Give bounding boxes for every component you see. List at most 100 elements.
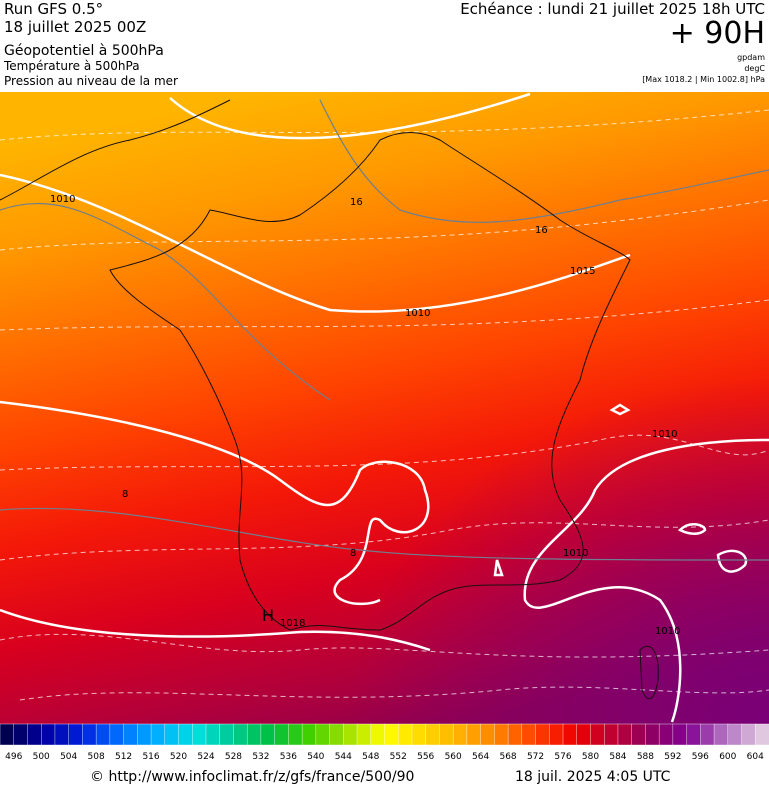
colorbar-label: 524 — [197, 752, 214, 762]
color-swatch — [192, 723, 207, 746]
color-swatch — [301, 723, 317, 746]
color-swatch — [425, 723, 441, 746]
colorbar-label: 496 — [5, 752, 22, 762]
color-swatch — [604, 723, 619, 746]
colorbar-label: 560 — [445, 752, 462, 762]
colorbar-label: 580 — [582, 752, 599, 762]
colorbar-label: 588 — [637, 752, 654, 762]
coastlines — [0, 99, 659, 700]
color-swatch — [549, 723, 564, 746]
valid-time: Echéance : lundi 21 juillet 2025 18h UTC — [460, 0, 765, 18]
color-swatch — [246, 723, 262, 746]
color-swatch — [260, 723, 276, 746]
color-swatch — [700, 723, 715, 746]
color-swatch — [288, 723, 303, 746]
colorbar-label: 592 — [664, 752, 681, 762]
colorbar-label: 568 — [499, 752, 516, 762]
geopotential-lines — [0, 99, 769, 561]
color-swatch — [713, 723, 729, 746]
field: Pression au niveau de la mer — [4, 74, 178, 88]
contour-label: 1010 — [563, 548, 588, 559]
map-shade — [0, 92, 769, 724]
color-swatch — [480, 723, 496, 746]
color-swatch — [82, 723, 97, 746]
isotherms — [0, 109, 769, 701]
color-swatch — [535, 723, 550, 746]
contour-label: 1010 — [405, 308, 430, 319]
contour-label: 16 — [350, 197, 363, 208]
colorbar-label: 584 — [609, 752, 626, 762]
colorbar-label: 576 — [554, 752, 571, 762]
color-swatch — [0, 723, 15, 746]
contour-label: 1015 — [570, 266, 595, 277]
color-swatch — [741, 723, 756, 746]
colorbar-label: 604 — [747, 752, 764, 762]
colorbar-label: 552 — [390, 752, 407, 762]
source: © http://www.infoclimat.fr/z/gfs/france/… — [90, 769, 414, 785]
color-swatch — [411, 723, 427, 746]
field: Température à 500hPa — [3, 59, 140, 73]
color-swatch — [109, 723, 125, 746]
color-swatch — [439, 723, 454, 746]
color-swatch — [40, 723, 56, 746]
color-swatch — [68, 723, 84, 746]
run: Run GFS 0.5° — [4, 0, 103, 18]
colorbar-label: 504 — [60, 752, 77, 762]
colorbar-label: 544 — [335, 752, 352, 762]
isobars — [0, 92, 769, 723]
colorbar-label: 528 — [225, 752, 242, 762]
color-swatch — [452, 723, 468, 746]
color-swatch — [686, 723, 702, 746]
color-swatch — [137, 723, 152, 746]
field: Géopotentiel à 500hPa — [4, 43, 164, 59]
color-swatch — [645, 723, 660, 746]
color-swatch — [150, 723, 166, 746]
color-swatch — [370, 723, 386, 746]
timestamp: 18 juil. 2025 4:05 UTC — [515, 769, 671, 785]
color-swatch — [315, 723, 331, 746]
color-swatch — [123, 723, 139, 746]
map-labels: 1010 16 16 1015 1010 1010 1010 1010 H 1018 8 8 — [50, 194, 680, 637]
unit: gpdam — [737, 53, 765, 62]
color-swatch — [398, 723, 413, 746]
color-swatch — [384, 723, 399, 746]
color-swatch — [755, 723, 769, 746]
color-swatch — [27, 723, 42, 746]
color-swatch — [164, 723, 180, 746]
colorbar-label: 572 — [527, 752, 544, 762]
colorbar-label: 540 — [307, 752, 324, 762]
contour-label: 1010 — [50, 194, 75, 205]
lead-time: + 90H — [670, 16, 765, 51]
colorbar-label: 556 — [417, 752, 434, 762]
color-swatch — [178, 723, 193, 746]
colorbar-label: 508 — [88, 752, 105, 762]
map: 1010 16 16 1015 1010 1010 1010 1010 H 1018 8 8 — [0, 92, 769, 724]
unit: degC — [744, 64, 765, 73]
high-marker: H — [262, 606, 274, 625]
run-date: 18 juillet 2025 00Z — [4, 18, 146, 36]
colorbar-label: 520 — [170, 752, 187, 762]
color-swatch — [329, 723, 345, 746]
pressure-range: [Max 1018.2 | Min 1002.8] hPa — [642, 75, 765, 84]
color-swatch — [494, 723, 509, 746]
color-swatch — [576, 723, 592, 746]
color-swatch — [617, 723, 633, 746]
colorbar-label: 532 — [252, 752, 269, 762]
contour-label: 16 — [535, 225, 548, 236]
color-swatch — [521, 723, 537, 746]
contour-label: 1018 — [280, 618, 305, 629]
contour-label: 1010 — [652, 429, 677, 440]
colorbar-label: 600 — [719, 752, 736, 762]
color-swatch — [274, 723, 290, 746]
footer: © http://www.infoclimat.fr/z/gfs/france/… — [90, 769, 671, 785]
color-swatch — [54, 723, 70, 746]
contour-label: 1010 — [655, 626, 680, 637]
color-swatch — [466, 723, 482, 746]
color-swatch — [672, 723, 688, 746]
color-swatch — [727, 723, 743, 746]
color-swatch — [658, 723, 674, 746]
color-swatch — [631, 723, 647, 746]
color-swatch — [219, 723, 235, 746]
